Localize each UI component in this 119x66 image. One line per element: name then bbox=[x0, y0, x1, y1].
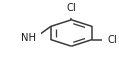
Text: Cl: Cl bbox=[107, 35, 117, 45]
Text: NH: NH bbox=[21, 33, 36, 43]
Text: Cl: Cl bbox=[67, 3, 76, 13]
